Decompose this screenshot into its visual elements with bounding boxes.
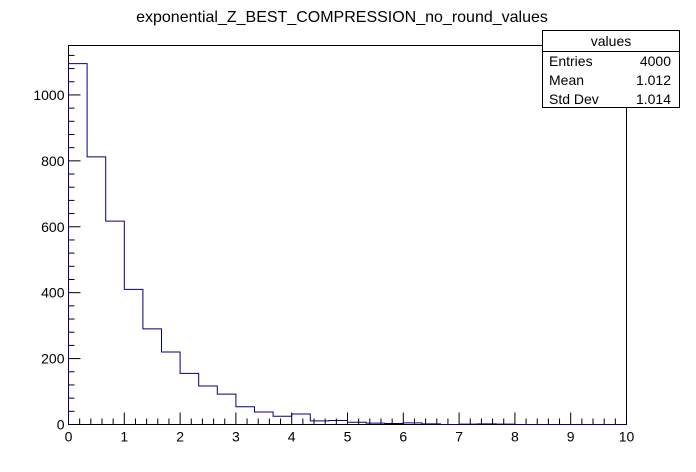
x-tick-label: 4 [288, 429, 296, 445]
stats-mean-label: Mean [549, 72, 585, 88]
histogram-bin [292, 414, 311, 425]
histogram-bin [310, 421, 329, 425]
x-tick-label: 3 [232, 429, 240, 445]
stats-box-title: values [543, 31, 679, 52]
histogram-bin [106, 221, 125, 424]
x-tick-label: 5 [344, 429, 352, 445]
histogram-outline [68, 63, 627, 425]
histogram-bin [254, 412, 273, 425]
histogram-bin [217, 394, 236, 424]
histogram-bin [162, 352, 181, 425]
y-tick-label: 400 [41, 285, 65, 301]
stats-stddev-value: 1.014 [635, 91, 671, 107]
x-tick-label: 10 [619, 429, 635, 445]
histogram-bin [329, 421, 348, 425]
x-tick-label: 6 [399, 429, 407, 445]
x-tick-label: 2 [176, 429, 184, 445]
x-tick-label: 1 [120, 429, 128, 445]
histogram-bin [69, 64, 88, 425]
stats-box: values Entries 4000 Mean 1.012 Std Dev 1… [542, 30, 680, 108]
y-tick-label: 1000 [33, 87, 64, 103]
x-tick-label: 0 [65, 429, 73, 445]
x-tick-label: 9 [567, 429, 575, 445]
stats-stddev-label: Std Dev [549, 91, 599, 107]
y-axis: 0 200 400 600 800 1000 [33, 54, 81, 433]
histogram-bin [87, 157, 106, 425]
y-tick-label: 200 [41, 351, 65, 367]
stats-entries-value: 4000 [639, 53, 671, 69]
y-tick-label: 600 [41, 219, 65, 235]
chart-title: exponential_Z_BEST_COMPRESSION_no_round_… [136, 9, 548, 26]
stats-row-mean: Mean 1.012 [543, 71, 679, 90]
stats-entries-label: Entries [549, 53, 593, 69]
stats-row-stddev: Std Dev 1.014 [543, 90, 679, 109]
y-tick-label: 0 [57, 417, 65, 433]
histogram-bin [273, 416, 292, 424]
x-tick-label: 7 [455, 429, 463, 445]
stats-row-entries: Entries 4000 [543, 52, 679, 71]
histogram-bins [69, 64, 515, 425]
x-tick-label: 8 [511, 429, 519, 445]
stats-mean-value: 1.012 [635, 72, 671, 88]
histogram-bin [180, 373, 199, 424]
histogram-bin [199, 386, 218, 425]
histogram-bin [124, 289, 143, 424]
histogram-bin [236, 407, 255, 425]
x-axis: 0 1 2 3 4 5 6 7 8 9 10 [65, 412, 635, 445]
histogram-bin [143, 329, 162, 425]
y-tick-label: 800 [41, 153, 65, 169]
